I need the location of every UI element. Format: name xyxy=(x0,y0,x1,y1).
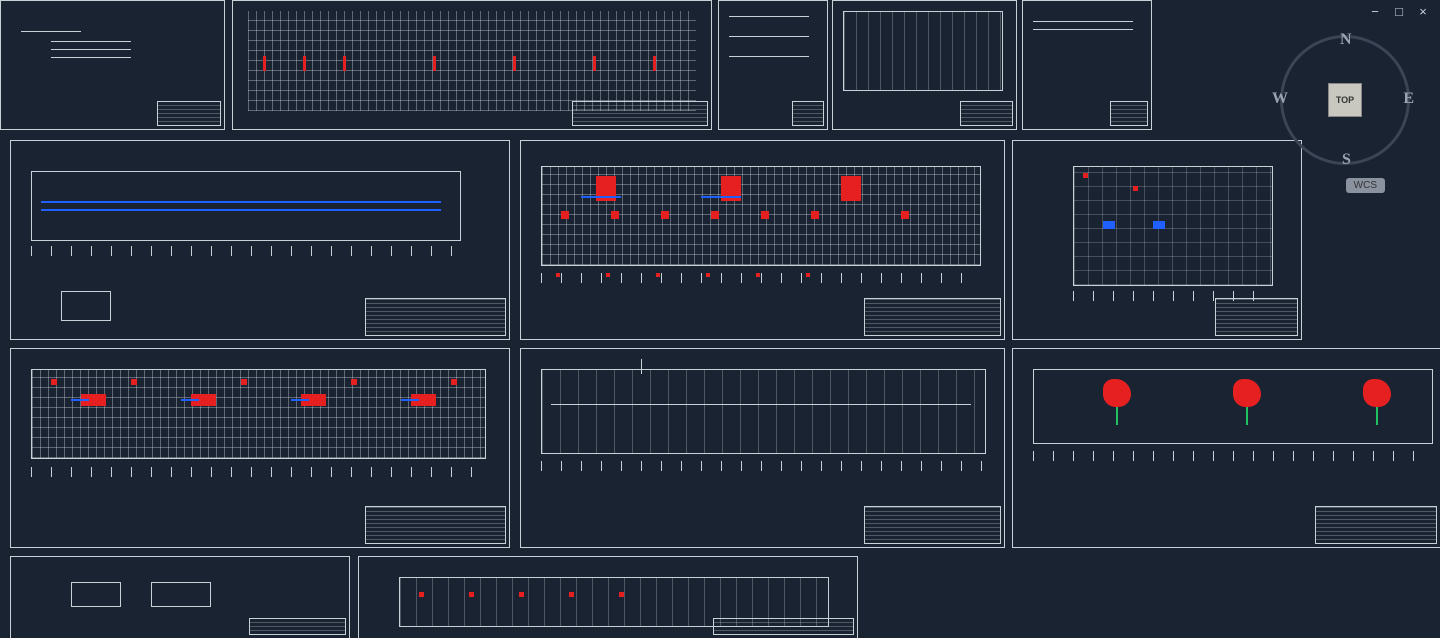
viewcube-top-face[interactable]: TOP xyxy=(1328,83,1362,117)
drawing-sheet[interactable] xyxy=(1022,0,1152,130)
drawing-sheet[interactable] xyxy=(718,0,828,130)
minimize-button[interactable]: − xyxy=(1368,4,1382,18)
drawing-sheet[interactable] xyxy=(358,556,858,638)
drawing-sheet[interactable] xyxy=(1012,140,1302,340)
drawing-sheet[interactable] xyxy=(1012,348,1440,548)
viewcube[interactable]: N S E W TOP xyxy=(1280,35,1410,165)
window-controls: − □ × xyxy=(1368,4,1430,18)
drawing-sheet[interactable] xyxy=(520,140,1005,340)
drawing-sheet[interactable] xyxy=(10,140,510,340)
compass-east[interactable]: E xyxy=(1403,90,1414,108)
compass-north[interactable]: N xyxy=(1340,31,1352,49)
close-button[interactable]: × xyxy=(1416,4,1430,18)
wcs-label: WCS xyxy=(1354,180,1377,191)
compass-south[interactable]: S xyxy=(1342,151,1351,169)
drawing-sheet[interactable] xyxy=(10,348,510,548)
compass-west[interactable]: W xyxy=(1272,90,1288,108)
drawing-sheet[interactable] xyxy=(232,0,712,130)
drawing-sheet[interactable] xyxy=(832,0,1017,130)
drawing-sheet[interactable] xyxy=(10,556,350,638)
wcs-indicator[interactable]: WCS xyxy=(1346,178,1385,193)
drawing-sheet[interactable] xyxy=(520,348,1005,548)
drawing-canvas[interactable] xyxy=(0,0,1440,638)
drawing-sheet[interactable] xyxy=(0,0,225,130)
maximize-button[interactable]: □ xyxy=(1392,4,1406,18)
